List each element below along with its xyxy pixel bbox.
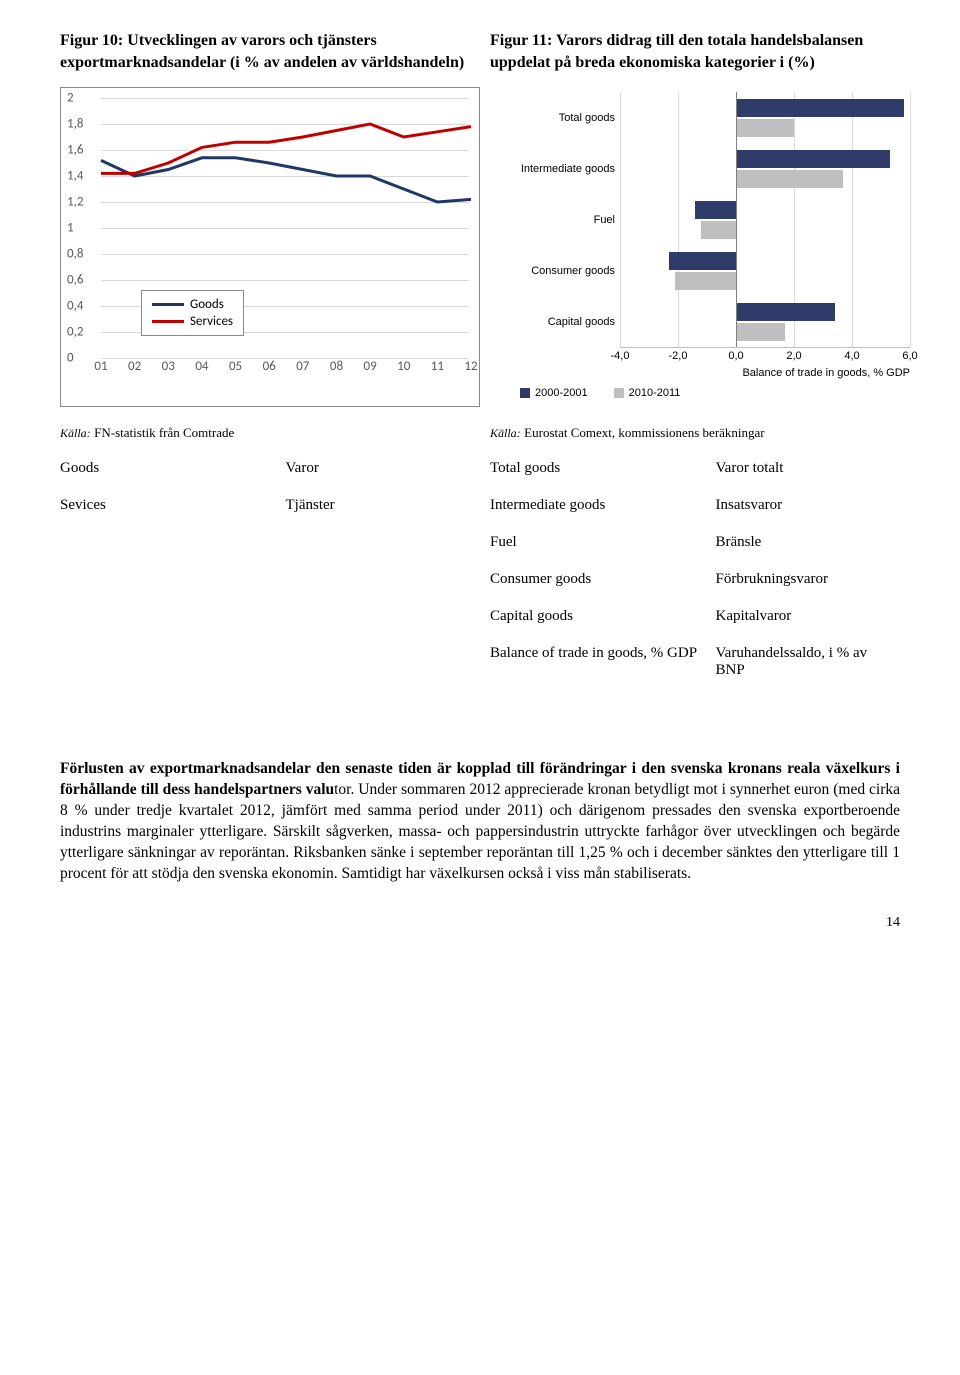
- legend-item: 2010-2011: [614, 387, 681, 399]
- charts-row: 00,20,40,60,811,21,41,61,820102030405060…: [60, 87, 900, 407]
- term-en: Intermediate goods: [490, 497, 716, 514]
- translation-pair: Capital goodsKapitalvaror: [490, 608, 900, 625]
- line-chart: 00,20,40,60,811,21,41,61,820102030405060…: [60, 87, 480, 407]
- bar-chart-panel: -4,0 -2,0 0,0 2,0 4,0 6,0 Total goods Intermedi…: [500, 87, 920, 407]
- bar-category-label: Intermediate goods: [500, 163, 615, 175]
- x-tick: -2,0: [669, 350, 688, 362]
- legend: Goods Services: [141, 290, 244, 336]
- term-en: Sevices: [60, 497, 286, 514]
- source-left: Källa: FN-statistik från Comtrade: [60, 425, 470, 442]
- term-sv: Förbrukningsvaror: [716, 571, 901, 588]
- x-tick: 0,0: [728, 350, 743, 362]
- translation-pair: SevicesTjänster: [60, 497, 470, 514]
- source-label: Källa:: [60, 426, 91, 440]
- legend-line: [152, 320, 184, 323]
- translation-pair: Total goodsVaror totalt: [490, 460, 900, 477]
- x-axis-label: Balance of trade in goods, % GDP: [742, 367, 910, 379]
- translation-pair: FuelBränsle: [490, 534, 900, 551]
- lead-bold: Förlusten av exportmarknadsandelar den s…: [60, 760, 900, 798]
- legend-item: Goods: [152, 297, 233, 312]
- legend-swatch: [520, 388, 530, 398]
- source-label: Källa:: [490, 426, 521, 440]
- bar-chart: -4,0 -2,0 0,0 2,0 4,0 6,0 Total goods Intermedi…: [500, 87, 920, 407]
- translation-pair: Consumer goodsFörbrukningsvaror: [490, 571, 900, 588]
- legend-item: Services: [152, 314, 233, 329]
- term-en: Capital goods: [490, 608, 716, 625]
- source-right: Källa: Eurostat Comext, kommissionens be…: [490, 425, 900, 442]
- translations-right: Total goodsVaror totalt Intermediate good…: [490, 460, 900, 699]
- term-sv: Varor totalt: [716, 460, 901, 477]
- legend-line: [152, 303, 184, 306]
- legend-item: 2000-2001: [520, 387, 588, 399]
- term-sv: Tjänster: [286, 497, 471, 514]
- bar-category-label: Fuel: [500, 214, 615, 226]
- bar: [695, 201, 736, 219]
- bar-legend: 2000-2001 2010-2011: [520, 387, 680, 399]
- bar: [701, 221, 736, 239]
- bar: [736, 170, 843, 188]
- x-tick: 6,0: [902, 350, 917, 362]
- term-sv: Varuhandelssaldo, i % av BNP: [716, 645, 901, 679]
- bar: [675, 272, 736, 290]
- term-sv: Bränsle: [716, 534, 901, 551]
- term-sv: Kapitalvaror: [716, 608, 901, 625]
- bar: [669, 252, 736, 270]
- bar: [736, 150, 890, 168]
- x-tick: 2,0: [786, 350, 801, 362]
- translations-left: GoodsVaror SevicesTjänster: [60, 460, 470, 699]
- legend-label: Goods: [190, 297, 224, 312]
- body-paragraph: Förlusten av exportmarknadsandelar den s…: [60, 759, 900, 885]
- bar: [736, 303, 835, 321]
- bar: [736, 323, 785, 341]
- sources-row: Källa: FN-statistik från Comtrade Källa:…: [60, 425, 900, 442]
- figure11-title: Figur 11: Varors didrag till den totala …: [490, 30, 900, 73]
- translation-pair: GoodsVaror: [60, 460, 470, 477]
- term-en: Balance of trade in goods, % GDP: [490, 645, 716, 679]
- translation-pair: Intermediate goodsInsatsvaror: [490, 497, 900, 514]
- figure10-title: Figur 10: Utvecklingen av varors och tjä…: [60, 30, 470, 73]
- legend-label: 2000-2001: [535, 387, 588, 399]
- legend-swatch: [614, 388, 624, 398]
- series-goods: [101, 158, 471, 202]
- source-text: FN-statistik från Comtrade: [94, 425, 234, 440]
- legend-label: Services: [190, 314, 233, 329]
- translation-pair: Balance of trade in goods, % GDPVaruhand…: [490, 645, 900, 679]
- page-number: 14: [60, 915, 900, 931]
- bar: [736, 119, 794, 137]
- bar-category-label: Total goods: [500, 112, 615, 124]
- term-sv: Varor: [286, 460, 471, 477]
- translations-row: GoodsVarorSevicesTjänster Total goodsVar…: [60, 460, 900, 699]
- bar-category-label: Capital goods: [500, 316, 615, 328]
- term-sv: Insatsvaror: [716, 497, 901, 514]
- legend-label: 2010-2011: [629, 387, 681, 399]
- term-en: Goods: [60, 460, 286, 477]
- term-en: Fuel: [490, 534, 716, 551]
- bar: [736, 99, 904, 117]
- x-tick: 4,0: [844, 350, 859, 362]
- bar-category-label: Consumer goods: [500, 265, 615, 277]
- line-chart-svg: [61, 88, 481, 408]
- line-chart-panel: 00,20,40,60,811,21,41,61,820102030405060…: [60, 87, 480, 407]
- source-text: Eurostat Comext, kommissionens beräkning…: [524, 425, 764, 440]
- term-en: Total goods: [490, 460, 716, 477]
- term-en: Consumer goods: [490, 571, 716, 588]
- figure-titles-row: Figur 10: Utvecklingen av varors och tjä…: [60, 30, 900, 73]
- x-tick: -4,0: [611, 350, 630, 362]
